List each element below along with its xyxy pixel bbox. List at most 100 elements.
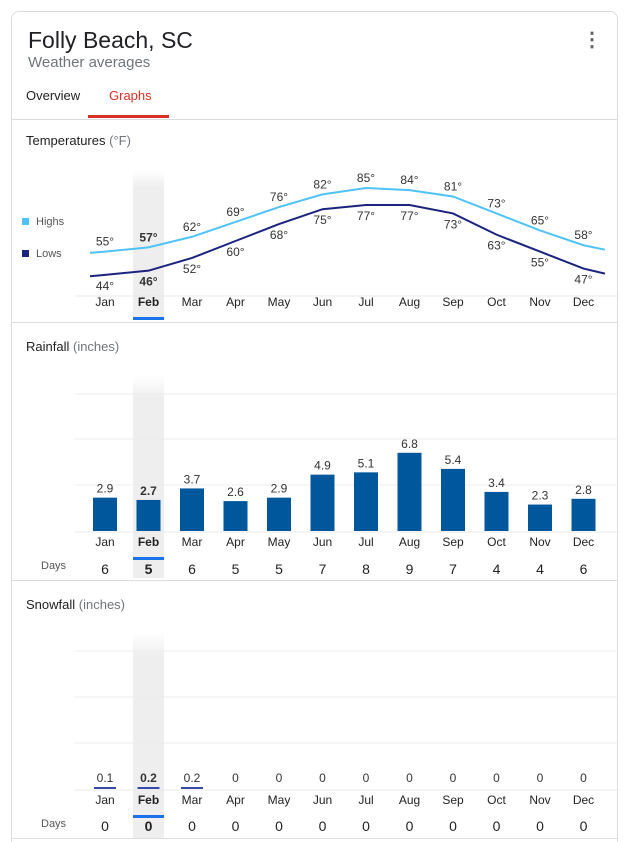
- low-label-jun: 75°: [313, 213, 331, 227]
- rain-bar-mar[interactable]: [180, 488, 204, 531]
- rain-days-value: 6: [101, 561, 109, 577]
- rain-days-value: 4: [536, 561, 544, 577]
- month-label-aug[interactable]: Aug: [399, 793, 420, 807]
- rain-value-label: 5.1: [358, 456, 375, 470]
- active-tab-indicator: [88, 115, 169, 118]
- month-label-mar[interactable]: Mar: [182, 535, 203, 549]
- snow-value-label: 0.2: [184, 771, 201, 785]
- rain-bar-nov[interactable]: [528, 504, 552, 531]
- rain-bar-sep[interactable]: [441, 468, 465, 531]
- month-label-dec[interactable]: Dec: [573, 535, 594, 549]
- rain-bar-oct[interactable]: [484, 491, 509, 531]
- snow-days-value: 0: [580, 818, 588, 834]
- month-label-nov[interactable]: Nov: [529, 535, 550, 549]
- snow-value-label: 0: [493, 771, 500, 785]
- rain-bar-feb[interactable]: [136, 499, 161, 531]
- month-label-oct[interactable]: Oct: [487, 793, 506, 807]
- month-label-apr[interactable]: Apr: [226, 535, 245, 549]
- month-label-apr[interactable]: Apr: [226, 793, 245, 807]
- low-label-jan: 44°: [96, 279, 114, 293]
- snow-value-label: 0: [276, 771, 283, 785]
- month-label-sep[interactable]: Sep: [442, 535, 464, 549]
- temperatures-heading: Temperatures (°F): [26, 133, 131, 148]
- divider: [12, 119, 618, 120]
- month-label-sep[interactable]: Sep: [442, 295, 464, 309]
- snow-bar-jan[interactable]: [94, 787, 116, 789]
- low-label-mar: 52°: [183, 262, 201, 276]
- rain-value-label: 2.7: [140, 484, 157, 498]
- selected-month-indicator: [133, 815, 164, 818]
- location-title: Folly Beach, SC: [28, 27, 193, 53]
- month-label-oct[interactable]: Oct: [487, 295, 506, 309]
- rain-bar-may[interactable]: [267, 497, 291, 531]
- month-label-apr[interactable]: Apr: [226, 295, 245, 309]
- month-label-jan[interactable]: Jan: [95, 793, 114, 807]
- lows-legend-swatch: [22, 250, 29, 257]
- month-label-mar[interactable]: Mar: [182, 793, 203, 807]
- snow-days-value: 0: [188, 818, 196, 834]
- month-label-aug[interactable]: Aug: [399, 535, 420, 549]
- rain-days-value: 5: [275, 561, 283, 577]
- month-label-aug[interactable]: Aug: [399, 295, 420, 309]
- rain-bar-jun[interactable]: [310, 474, 335, 531]
- month-label-nov[interactable]: Nov: [529, 295, 550, 309]
- month-label-dec[interactable]: Dec: [573, 295, 594, 309]
- rain-days-value: 7: [319, 561, 327, 577]
- month-label-may[interactable]: May: [268, 535, 291, 549]
- snow-days-value: 0: [275, 818, 283, 834]
- rain-value-label: 3.4: [488, 476, 505, 490]
- lows-legend-label: Lows: [36, 248, 62, 260]
- rain-bar-jul[interactable]: [354, 472, 378, 531]
- month-label-sep[interactable]: Sep: [442, 793, 464, 807]
- month-label-jan[interactable]: Jan: [95, 295, 114, 309]
- rain-days-value: 5: [232, 561, 240, 577]
- snow-bar-mar[interactable]: [181, 787, 203, 789]
- snow-days-value: 0: [319, 818, 327, 834]
- month-label-jun[interactable]: Jun: [313, 295, 332, 309]
- rain-value-label: 2.9: [97, 482, 114, 496]
- month-label-jul[interactable]: Jul: [358, 793, 373, 807]
- rain-bar-jan[interactable]: [93, 497, 117, 531]
- snow-bar-feb[interactable]: [137, 787, 160, 789]
- snow-value-label: 0: [450, 771, 457, 785]
- month-label-jan[interactable]: Jan: [95, 535, 114, 549]
- more-vert-icon[interactable]: ⋮: [582, 29, 602, 51]
- month-label-feb[interactable]: Feb: [138, 295, 159, 309]
- divider: [12, 580, 618, 581]
- rain-value-label: 4.9: [314, 459, 331, 473]
- month-label-may[interactable]: May: [268, 793, 291, 807]
- snow-value-label: 0: [537, 771, 544, 785]
- rain-days-label: Days: [41, 560, 67, 572]
- snow-days-label: Days: [41, 818, 67, 830]
- rain-days-value: 9: [406, 561, 414, 577]
- snow-days-value: 0: [145, 818, 153, 834]
- rain-bar-aug[interactable]: [397, 452, 422, 531]
- rain-days-value: 4: [493, 561, 501, 577]
- month-label-oct[interactable]: Oct: [487, 535, 506, 549]
- high-label-nov: 65°: [531, 213, 549, 227]
- rain-days-value: 7: [449, 561, 457, 577]
- snowfall-title: Snowfall: [26, 597, 76, 612]
- selected-month-highlight: [133, 632, 164, 838]
- snow-days-value: 0: [362, 818, 370, 834]
- tab-graphs[interactable]: Graphs: [109, 88, 152, 103]
- selected-month-indicator: [133, 317, 164, 320]
- month-label-jun[interactable]: Jun: [313, 535, 332, 549]
- month-label-jul[interactable]: Jul: [358, 295, 373, 309]
- month-label-feb[interactable]: Feb: [138, 793, 159, 807]
- month-label-mar[interactable]: Mar: [182, 295, 203, 309]
- tab-overview[interactable]: Overview: [26, 88, 81, 103]
- rain-value-label: 2.6: [227, 485, 244, 499]
- highs-legend-label: Highs: [36, 216, 65, 228]
- low-label-feb: 46°: [139, 275, 157, 289]
- rain-days-value: 5: [145, 561, 153, 577]
- month-label-may[interactable]: May: [268, 295, 291, 309]
- rain-bar-dec[interactable]: [571, 498, 596, 531]
- month-label-jun[interactable]: Jun: [313, 793, 332, 807]
- month-label-dec[interactable]: Dec: [573, 793, 594, 807]
- month-label-jul[interactable]: Jul: [358, 535, 373, 549]
- month-label-feb[interactable]: Feb: [138, 535, 159, 549]
- month-label-nov[interactable]: Nov: [529, 793, 550, 807]
- rain-bar-apr[interactable]: [223, 501, 248, 531]
